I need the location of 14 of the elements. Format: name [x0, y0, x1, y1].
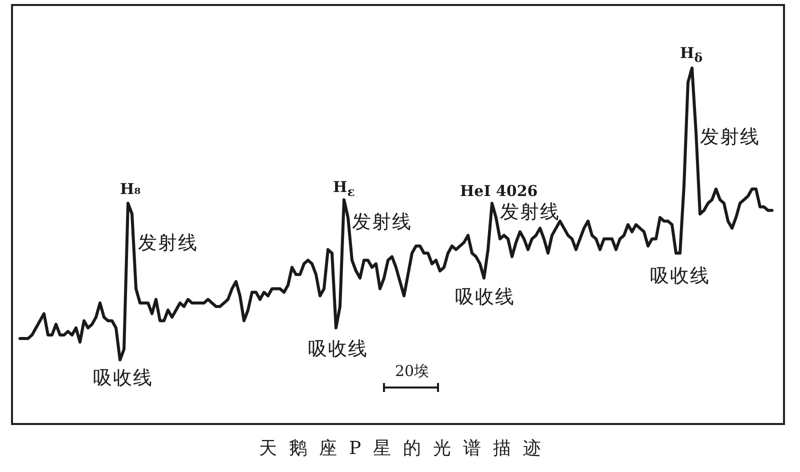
annotation: 发射线: [500, 201, 560, 223]
annotation: 吸收线: [455, 286, 515, 308]
annotation: H$_{ε}$: [333, 178, 355, 199]
annotation: 吸收线: [650, 265, 710, 287]
annotation: H₈: [120, 180, 141, 198]
annotation: 发射线: [700, 126, 760, 148]
annotation: 吸收线: [93, 367, 153, 389]
text: H$_{δ}$: [680, 44, 703, 65]
text: 天鹅座P星的光谱描迹: [258, 438, 554, 459]
annotation: 发射线: [138, 232, 198, 254]
annotation: 吸收线: [308, 338, 368, 360]
annotation: HeI 4026: [460, 182, 538, 200]
annotation: 20埃: [395, 362, 430, 380]
annotation: 发射线: [352, 211, 412, 233]
